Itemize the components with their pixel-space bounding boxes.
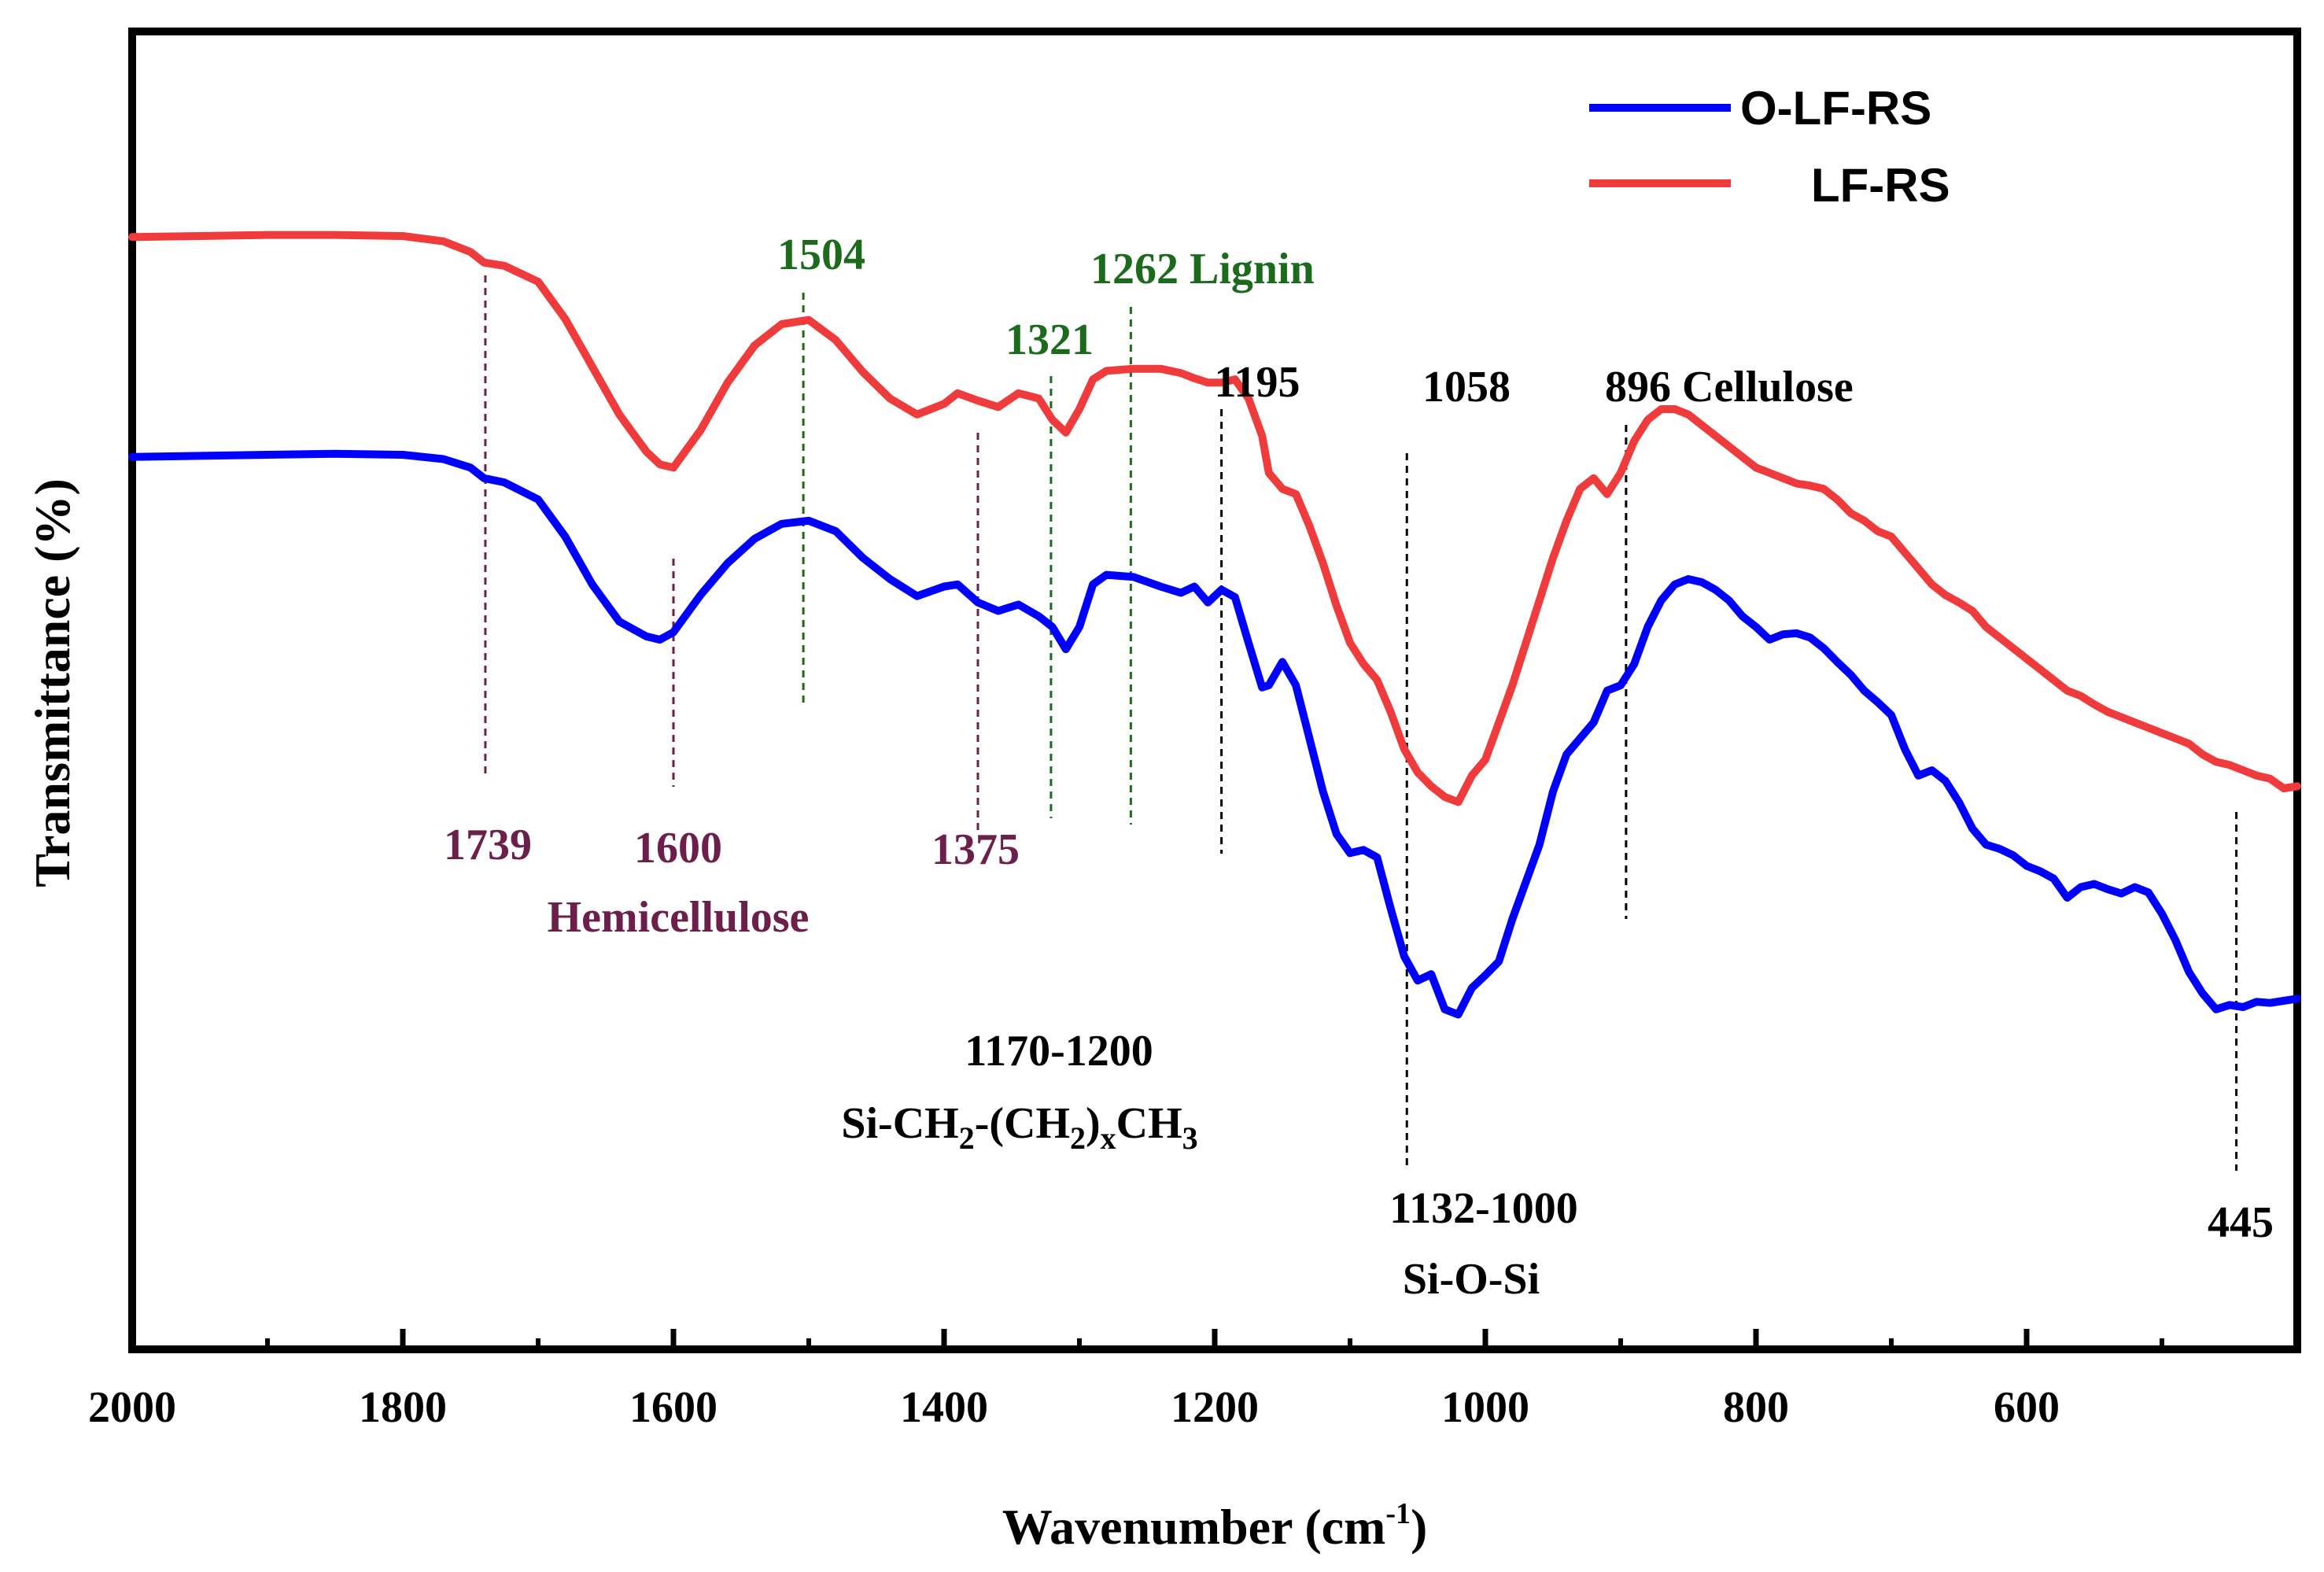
annotation-hemicellulose: Hemicellulose <box>548 893 810 942</box>
x-axis-title: Wavenumber (cm-1) <box>1002 1497 1428 1555</box>
annotation-1058: 1058 <box>1422 363 1511 411</box>
series-line-o-lf-rs <box>128 449 2301 1019</box>
x-axis-ticks: 2000 1800 1600 1400 1200 1000 800 600 <box>88 1329 2164 1432</box>
si-ch2-sub-2: 2 <box>1070 1120 1086 1156</box>
x-axis-title-sup: -1 <box>1385 1497 1411 1530</box>
si-ch2-part-d: CH <box>1116 1099 1182 1148</box>
annotation-1600: 1600 <box>634 824 722 873</box>
x-tick-label-1200: 1200 <box>1171 1383 1259 1432</box>
annotation-445: 445 <box>2208 1198 2274 1247</box>
annotation-si-ch2-chain: Si-CH2-(CH2)xCH3 <box>841 1099 1197 1156</box>
x-axis-title-main: Wavenumber (cm <box>1002 1499 1386 1555</box>
x-tick-label-2000: 2000 <box>88 1383 176 1432</box>
x-tick-label-1400: 1400 <box>900 1383 988 1432</box>
x-tick-label-1000: 1000 <box>1441 1383 1529 1432</box>
y-axis-title: Transmittance (%) <box>24 478 80 887</box>
annotation-1321: 1321 <box>1005 316 1094 364</box>
x-tick-label-800: 800 <box>1723 1383 1789 1432</box>
plot-frame <box>128 28 2301 1353</box>
annotation-896-cellulose: 896 Cellulose <box>1605 363 1854 411</box>
si-ch2-part-b: -(CH <box>975 1099 1070 1148</box>
x-tick-label-600: 600 <box>1994 1383 2060 1432</box>
si-ch2-sub-x: x <box>1101 1120 1116 1156</box>
series-line-lf-rs <box>128 231 2301 806</box>
si-ch2-sub-1: 2 <box>959 1120 975 1156</box>
legend-label-lf-rs: LF-RS <box>1811 159 1950 212</box>
annotation-1132-1000: 1132-1000 <box>1389 1184 1578 1233</box>
annotation-1504: 1504 <box>777 231 865 279</box>
annotation-1262-lignin: 1262 Lignin <box>1090 245 1315 293</box>
reference-lines <box>484 275 2238 1171</box>
legend-label-o-lf-rs: O-LF-RS <box>1740 82 1931 135</box>
si-ch2-part-c: ) <box>1086 1099 1101 1148</box>
annotation-1195: 1195 <box>1215 358 1300 407</box>
x-tick-label-1800: 1800 <box>359 1383 447 1432</box>
legend: O-LF-RS LF-RS <box>1589 82 1950 212</box>
annotation-si-o-si: Si-O-Si <box>1403 1255 1540 1304</box>
annotation-1375: 1375 <box>931 825 1020 874</box>
si-ch2-part-a: Si-CH <box>841 1099 958 1148</box>
annotation-1170-1200: 1170-1200 <box>965 1027 1153 1076</box>
x-axis-title-close: ) <box>1411 1499 1427 1555</box>
si-ch2-sub-3: 3 <box>1182 1120 1198 1156</box>
x-tick-label-1600: 1600 <box>629 1383 717 1432</box>
annotation-1739: 1739 <box>444 821 532 869</box>
